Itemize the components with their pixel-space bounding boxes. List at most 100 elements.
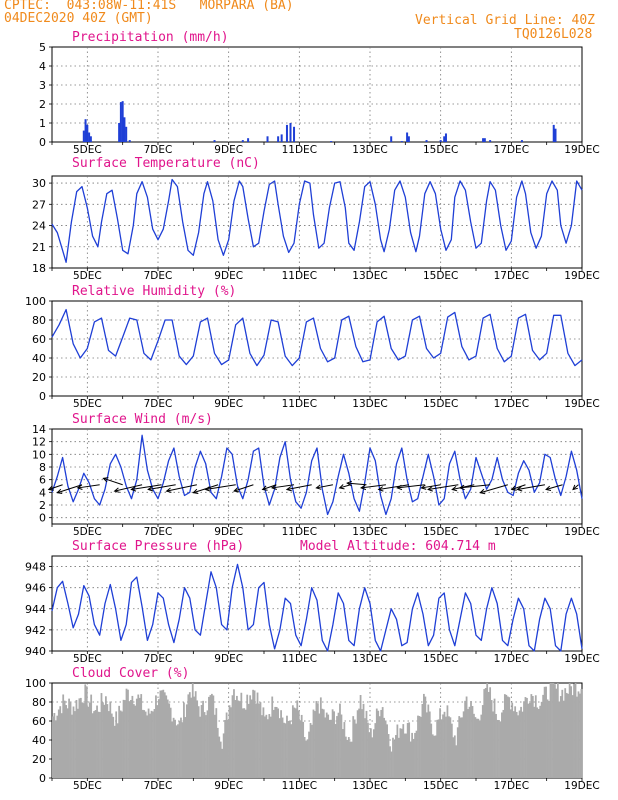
wind-y-tick-label: 14 <box>32 423 46 436</box>
cloud-bar <box>234 700 237 778</box>
cloud-bar <box>79 697 82 778</box>
precip-bar <box>390 136 393 142</box>
wind-arrow-head <box>315 484 322 490</box>
cloud-bar <box>65 705 68 778</box>
rh-y-tick-label: 0 <box>39 390 46 403</box>
cloud-bar <box>259 702 262 778</box>
temp-panel: 5DEC 7DEC 9DEC 11DEC 13DEC 15DEC 17DEC 19DEC 18 2… <box>32 156 600 282</box>
wind-arrow <box>47 484 63 491</box>
cloud-bar <box>424 696 427 778</box>
cloud-bar <box>274 706 277 778</box>
pres-title: Surface Pressure (hPa) <box>72 539 244 554</box>
wind-y-tick-label: 12 <box>32 436 46 449</box>
rh-x-tick-label: 11DEC <box>282 398 317 410</box>
precip-bar <box>444 133 447 142</box>
cloud-bar <box>367 722 369 778</box>
precip-bar <box>330 141 333 142</box>
precip-bar <box>520 140 523 142</box>
precip-x-tick-label: 5DEC <box>73 144 102 156</box>
temp-y-tick-label: 21 <box>32 241 46 254</box>
cloud-bar <box>571 695 574 778</box>
cloud-bar <box>477 718 480 778</box>
rh-title: Relative Humidity (%) <box>72 284 236 299</box>
cloud-bar <box>430 723 433 778</box>
precip-y-tick-label: 1 <box>39 117 46 130</box>
cloud-bar <box>202 700 204 778</box>
pres-x-tick-label: 19DEC <box>564 653 599 665</box>
wind-arrow-head <box>270 484 277 490</box>
wind-arrow-head <box>233 487 240 493</box>
cloud-bar <box>437 719 440 778</box>
wind-arrow-shaft <box>339 484 351 489</box>
wind-arrow <box>346 480 367 487</box>
cloud-bar <box>328 719 331 778</box>
temp-title: Surface Temperature (nC) <box>72 156 260 171</box>
wind-arrow-shaft <box>148 484 176 491</box>
cloud-bar <box>436 719 439 778</box>
cloud-bar <box>140 694 143 778</box>
cloud-bar <box>183 702 185 778</box>
cloud-bar <box>82 703 85 778</box>
cloud-bar <box>96 705 98 778</box>
cloud-bar <box>110 713 113 778</box>
rh-frame <box>51 300 583 397</box>
cloud-bar <box>244 709 247 778</box>
cloud-bar <box>455 745 458 778</box>
wind-arrow <box>479 484 508 495</box>
cloud-bar <box>258 703 260 778</box>
cloud-bar <box>253 690 256 778</box>
cloud-bar <box>362 703 365 778</box>
cloud-bar <box>395 735 397 778</box>
cloud-bar <box>421 703 424 778</box>
cloud-bar <box>153 709 156 778</box>
cloud-bar <box>489 687 492 778</box>
wind-arrow-shaft <box>378 484 409 491</box>
wind-arrow-head <box>192 488 199 494</box>
cloud-bar <box>308 731 310 778</box>
cloud-bar <box>446 705 449 778</box>
cloud-bar <box>113 725 116 778</box>
cloud-bar <box>155 695 157 778</box>
cloud-bar <box>392 737 394 778</box>
cloud-bar <box>240 692 243 778</box>
wind-arrow-shaft <box>517 484 545 491</box>
cloud-bar <box>102 702 104 778</box>
cloud-bar <box>380 709 383 778</box>
wind-y-tick-label: 8 <box>39 461 46 474</box>
wind-arrow-head <box>451 486 458 492</box>
precip-bar <box>88 132 91 142</box>
cloud-bar <box>236 695 238 778</box>
cloud-bar <box>94 710 97 778</box>
cloud-bar <box>423 693 425 778</box>
wind-arrow-head <box>147 486 154 492</box>
cloud-x-tick-label: 7DEC <box>144 780 173 792</box>
cloud-bar <box>462 711 465 778</box>
cloud-bar <box>486 683 489 778</box>
precip-bar <box>119 102 122 142</box>
wind-frame <box>51 428 583 525</box>
rh-y-tick-label: 80 <box>32 314 46 327</box>
temp-y-tick-label: 30 <box>32 177 46 190</box>
cloud-bar <box>159 690 162 778</box>
cloud-bar <box>359 695 362 778</box>
cloud-x-tick-label: 17DEC <box>494 780 529 792</box>
cloud-bar <box>255 703 257 778</box>
cloud-bar <box>390 751 393 778</box>
cloud-bar <box>499 721 502 778</box>
precip-bar <box>84 119 87 142</box>
rh-panel: 5DEC 7DEC 9DEC 11DEC 13DEC 15DEC 17DEC 19DEC 0 20… <box>25 284 600 410</box>
cloud-bar <box>339 703 341 778</box>
cloud-bar <box>322 709 325 778</box>
cloud-bar <box>278 718 281 778</box>
cloud-bar <box>178 720 181 778</box>
cloud-bar <box>72 706 75 778</box>
cloud-bar <box>349 741 352 778</box>
wind-arrow-head <box>165 487 172 493</box>
cloud-bar <box>57 709 60 778</box>
cloud-bar <box>434 735 437 778</box>
wind-arrow <box>377 484 409 492</box>
wind-arrow-shaft <box>271 484 295 489</box>
cloud-bar <box>268 714 271 778</box>
cloud-bar <box>62 694 65 778</box>
cloud-bar <box>312 709 315 778</box>
